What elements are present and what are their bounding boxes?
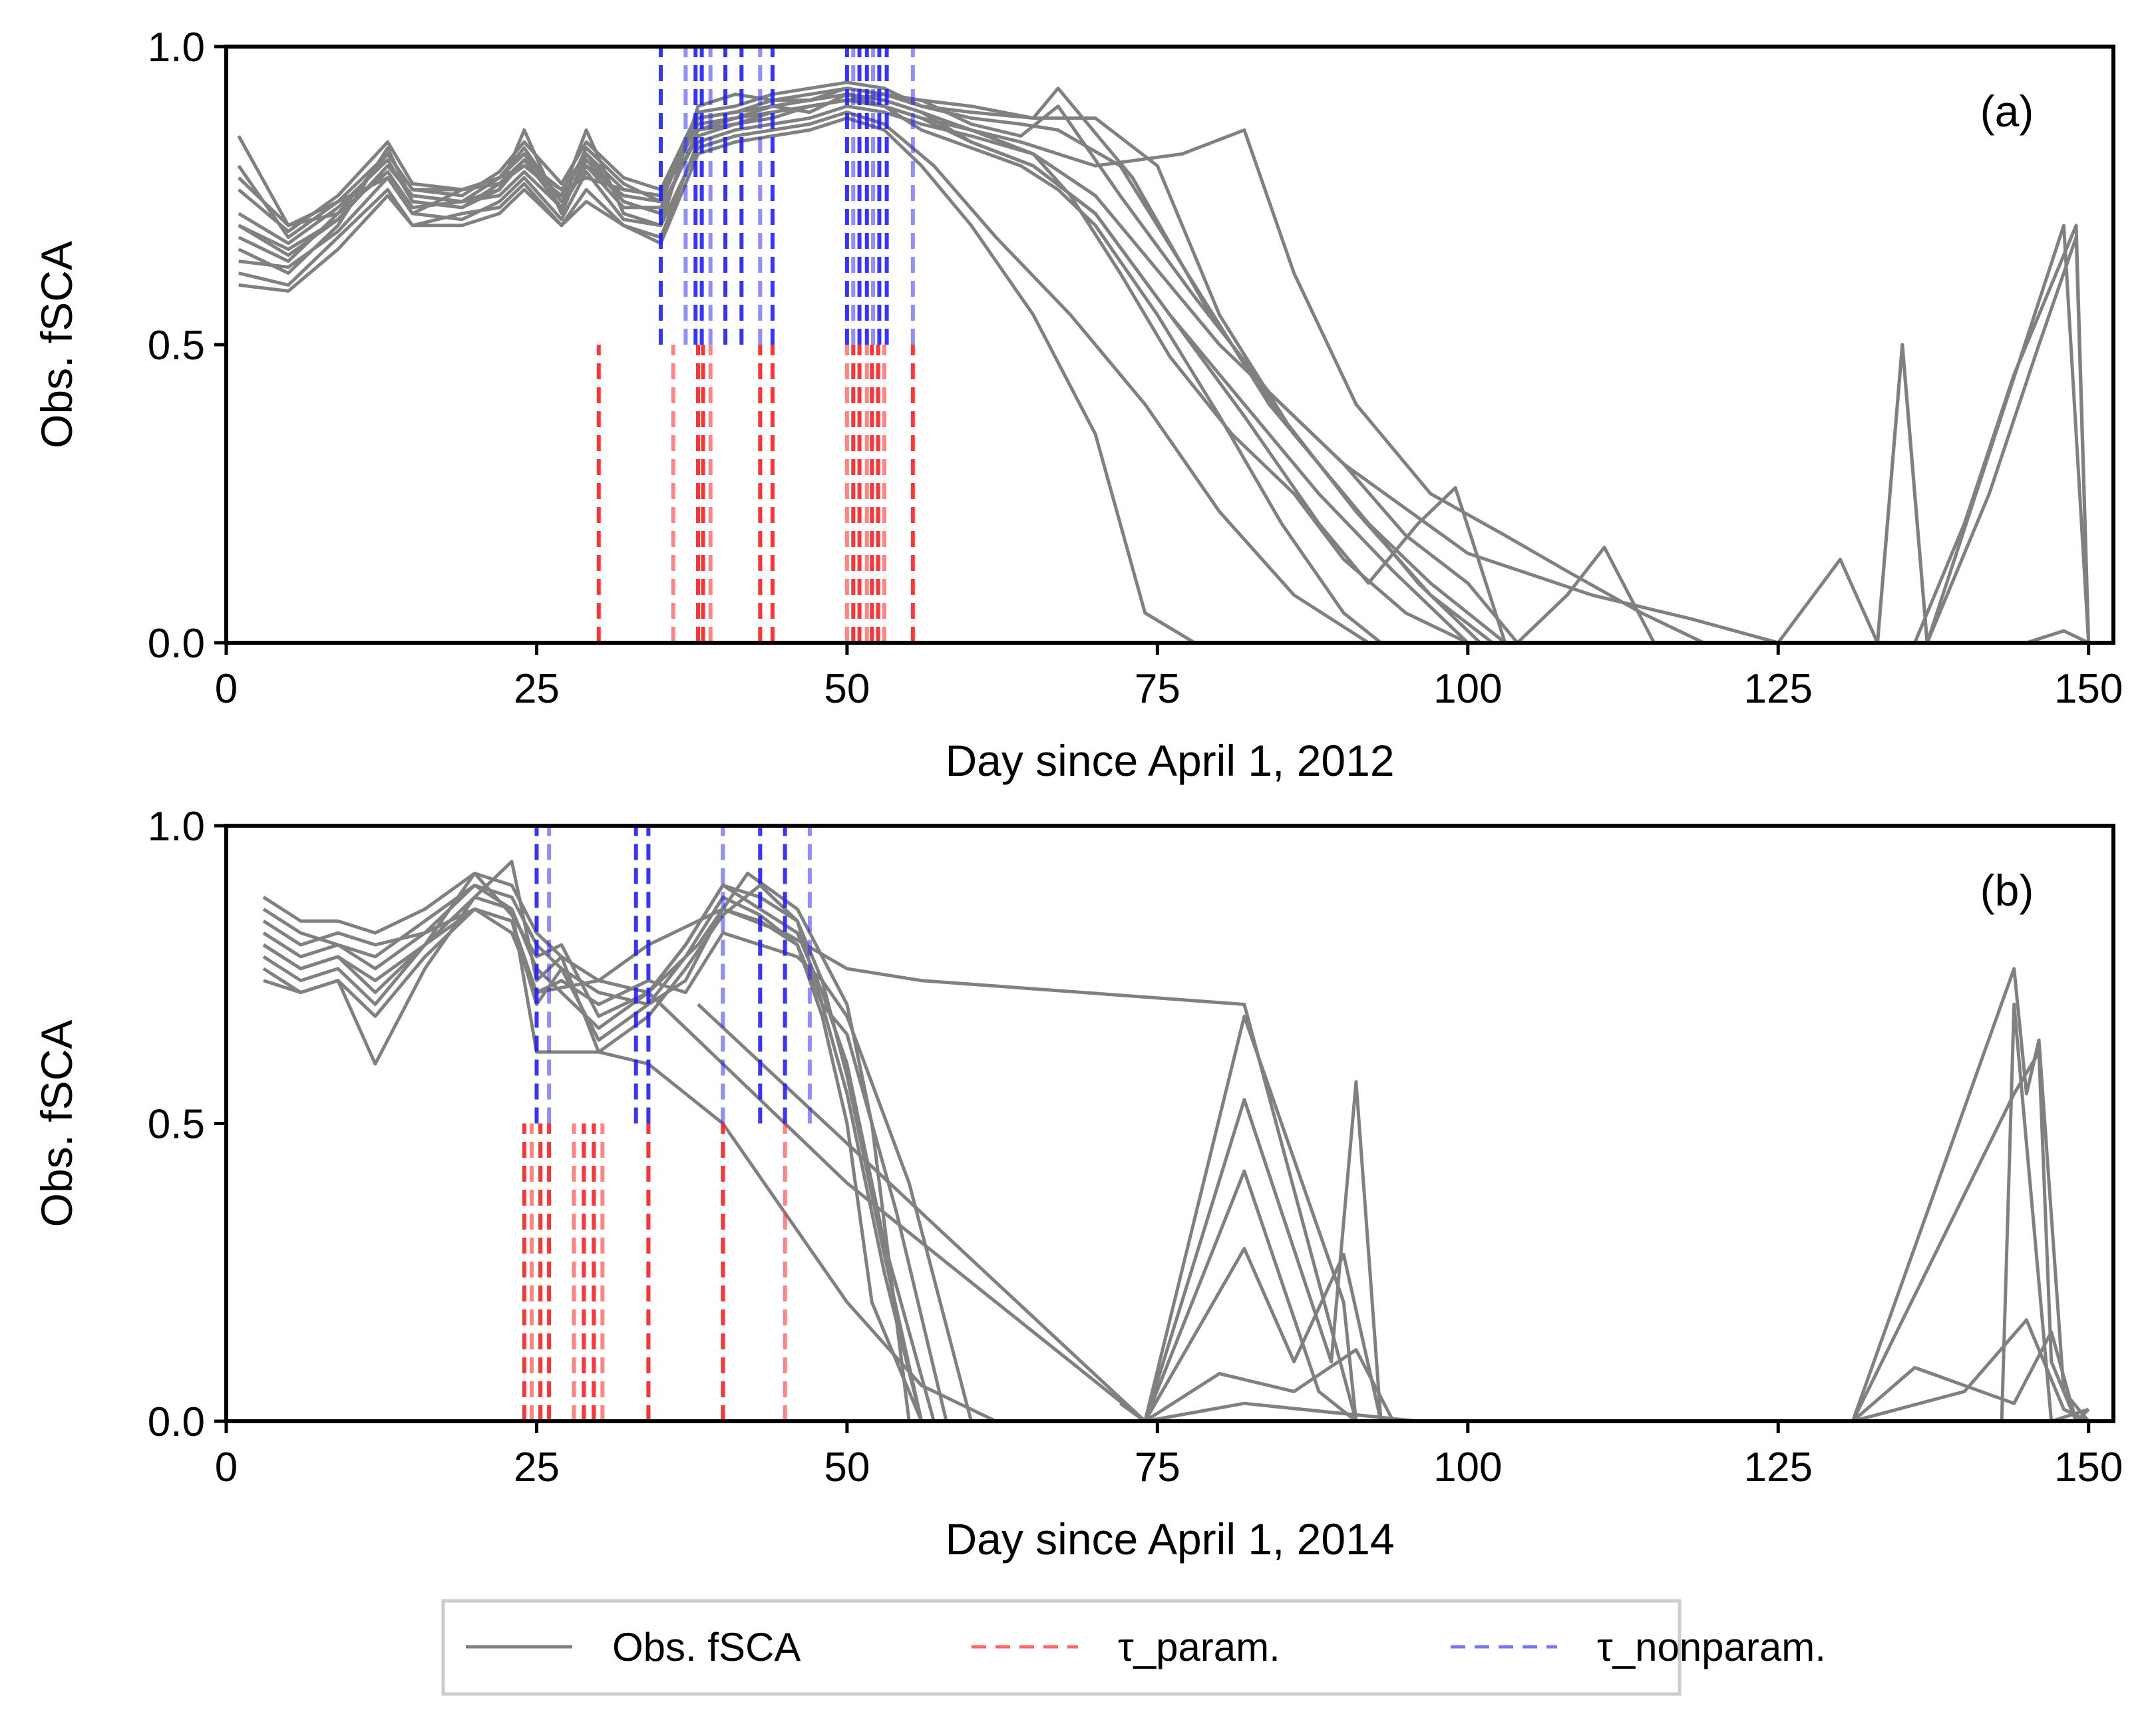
- axes-frame-b: [224, 824, 2115, 1423]
- obs-fsca-line-b-16: [1851, 1330, 2090, 1421]
- x-axis-label-a: Day since April 1, 2012: [945, 736, 1394, 785]
- x-tick-label-b-0: 0: [215, 1445, 238, 1490]
- obs-fsca-line-a-7: [238, 110, 1369, 643]
- obs-fsca-line-b-4: [262, 895, 997, 1421]
- x-tick-label-a-0: 0: [215, 666, 238, 712]
- obs-fsca-line-b-1: [262, 872, 936, 1421]
- legend: Obs. fSCA τ_param. τ_nonparam.: [441, 1599, 1826, 1696]
- x-tick-label-a-1: 25: [514, 666, 560, 712]
- obs-fsca-line-b-18: [1927, 1003, 2089, 1421]
- x-tick-label-b-1: 25: [514, 1445, 560, 1490]
- x-tick-label-a-3: 75: [1135, 666, 1180, 712]
- obs-fsca-line-b-9: [647, 991, 1381, 1421]
- obs-fsca-line-a-13: [1815, 224, 2091, 643]
- y-axis-label-b: Obs. fSCA: [32, 1020, 81, 1228]
- x-axis-label-b: Day since April 1, 2014: [945, 1514, 1394, 1564]
- x-tick-label-a-6: 150: [2054, 666, 2123, 712]
- y-tick-label-a-2: 1.0: [148, 25, 205, 71]
- x-tick-label-b-4: 100: [1433, 1445, 1502, 1490]
- legend-label-param: τ_param.: [1118, 1625, 1280, 1669]
- x-tick-label-b-3: 75: [1135, 1445, 1180, 1490]
- obs-fsca-line-a-14: [1964, 629, 2089, 643]
- panel-label-a: (a): [1980, 86, 2034, 136]
- x-tick-label-a-4: 100: [1433, 666, 1502, 712]
- obs-fsca-line-b-11: [1143, 1169, 1381, 1421]
- panel-label-b: (b): [1980, 866, 2034, 915]
- plot-area-a: [237, 47, 2091, 643]
- obs-fsca-line-a-10: [238, 98, 1507, 643]
- obs-fsca-line-b-10: [697, 1003, 1383, 1421]
- panel-b: 0 25 50 75 100 125 150 0.0 0.5 1.0 Day since April…: [32, 804, 2123, 1564]
- legend-frame: [441, 1599, 1682, 1696]
- panel-a: 0 25 50 75 100 125 150 0.0 0.5 1.0 Day since April…: [32, 25, 2123, 785]
- y-tick-label-a-1: 0.5: [148, 323, 205, 369]
- obs-fsca-line-b-8: [262, 872, 924, 1421]
- x-tick-label-b-2: 50: [824, 1445, 870, 1490]
- obs-fsca-line-a-8: [238, 86, 1656, 643]
- obs-fsca-line-b-12: [1119, 1247, 1383, 1421]
- x-tick-label-b-6: 150: [2054, 1445, 2123, 1490]
- x-tick-label-b-5: 125: [1744, 1445, 1813, 1490]
- legend-label-obs: Obs. fSCA: [612, 1625, 801, 1669]
- obs-fsca-line-a-9: [238, 116, 1196, 643]
- x-tick-label-a-5: 125: [1744, 666, 1813, 712]
- obs-fsca-line-a-12: [1790, 236, 2091, 643]
- obs-fsca-line-b-14: [1145, 967, 2090, 1421]
- obs-fsca-line-b-13: [1144, 1348, 1395, 1421]
- y-axis-label-a: Obs. fSCA: [32, 241, 81, 448]
- y-tick-label-b-1: 0.5: [148, 1102, 205, 1148]
- obs-fsca-line-b-7: [263, 907, 924, 1421]
- obs-fsca-line-a-2: [237, 86, 1507, 643]
- obs-fsca-line-a-5: [238, 98, 1705, 643]
- y-tick-label-a-0: 0.0: [148, 621, 205, 667]
- y-tick-label-b-0: 0.0: [148, 1399, 205, 1445]
- x-tick-label-a-2: 50: [824, 666, 870, 712]
- plot-area-b: [262, 826, 2090, 1421]
- obs-fsca-line-a-4: [237, 81, 1494, 643]
- obs-fsca-line-b-5: [262, 872, 911, 1421]
- axes-frame-a: [224, 45, 2115, 645]
- legend-label-nonparam: τ_nonparam.: [1597, 1625, 1826, 1669]
- y-tick-label-b-2: 1.0: [148, 804, 205, 850]
